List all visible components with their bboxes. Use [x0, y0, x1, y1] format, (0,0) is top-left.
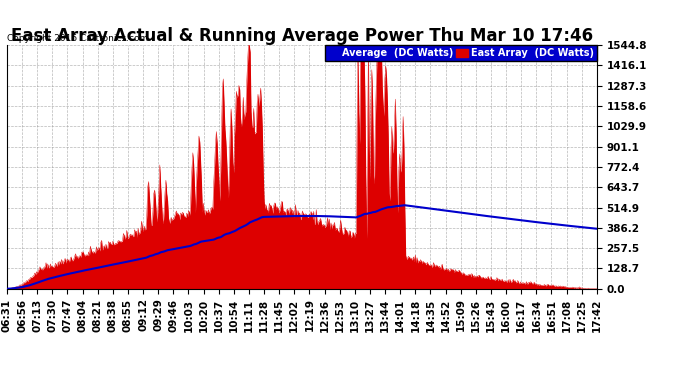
Text: Copyright 2016 Cartronics.com: Copyright 2016 Cartronics.com [7, 34, 148, 43]
Legend: Average  (DC Watts), East Array  (DC Watts): Average (DC Watts), East Array (DC Watts… [324, 45, 597, 61]
Title: East Array Actual & Running Average Power Thu Mar 10 17:46: East Array Actual & Running Average Powe… [11, 27, 593, 45]
